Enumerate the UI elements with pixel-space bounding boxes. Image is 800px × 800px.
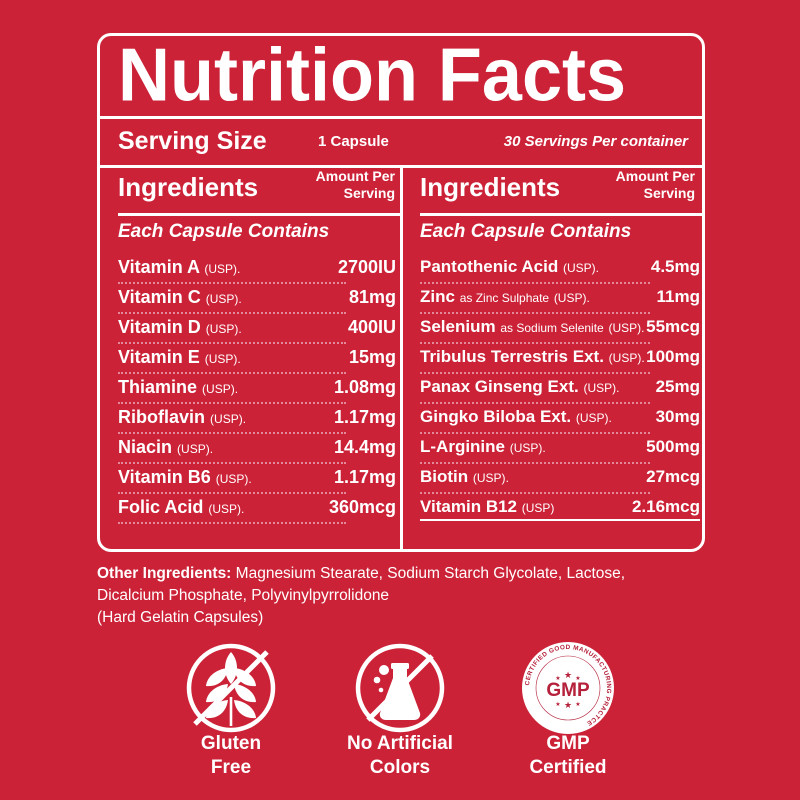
svg-text:★: ★ [575,701,580,708]
svg-text:★: ★ [564,670,572,680]
svg-text:GMP: GMP [546,680,590,701]
svg-text:★: ★ [575,675,580,682]
svg-text:★: ★ [555,701,560,708]
svg-text:★: ★ [564,700,572,710]
svg-text:★: ★ [555,675,560,682]
